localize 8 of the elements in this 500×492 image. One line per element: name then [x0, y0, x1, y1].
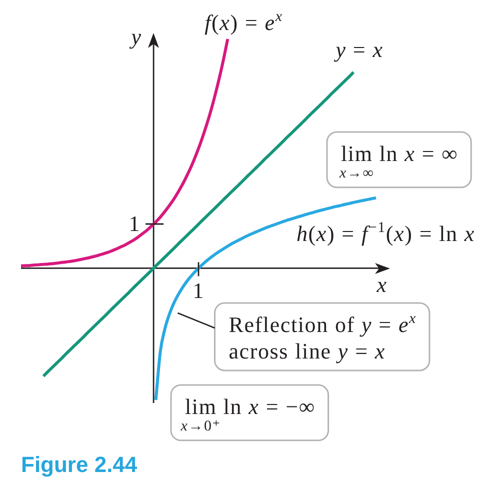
- x-axis-title: x: [376, 272, 388, 298]
- annotation: limx→∞ ln x = ∞: [338, 141, 458, 182]
- y-axis-title: y: [129, 24, 142, 49]
- annotation: 1: [192, 278, 204, 304]
- series-label: y = x: [334, 37, 384, 62]
- caption: Figure 2.44: [21, 452, 138, 477]
- annotation: limx→0⁺ ln x = −∞: [180, 394, 316, 434]
- annotation: 1: [128, 211, 141, 236]
